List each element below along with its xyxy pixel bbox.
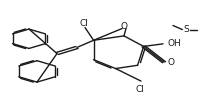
Text: Cl: Cl (136, 85, 144, 94)
Text: O: O (120, 22, 128, 30)
Text: S: S (183, 25, 189, 34)
Text: OH: OH (168, 39, 182, 48)
Text: Cl: Cl (80, 19, 88, 28)
Text: O: O (167, 58, 174, 67)
